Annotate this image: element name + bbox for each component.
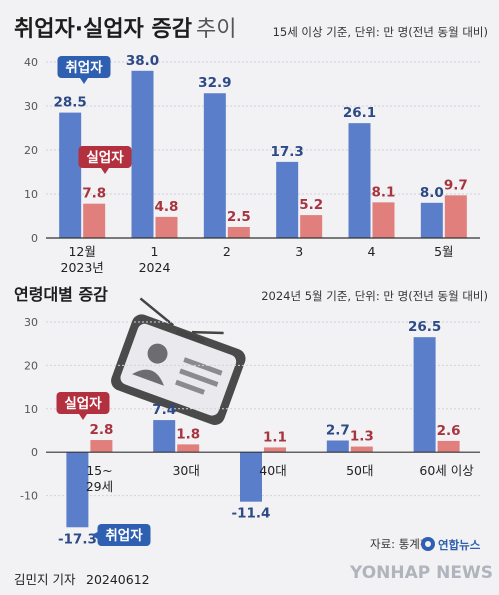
data-label-unemployed: 2.8	[89, 422, 113, 438]
y-tick-label: -10	[20, 490, 38, 503]
main-title-suffix: 추이	[196, 17, 236, 42]
data-label-employed: 28.5	[54, 95, 87, 111]
main-title: 취업자·실업자 증감	[14, 17, 192, 42]
y-tick-label: 0	[31, 446, 38, 459]
bar-unemployed	[350, 446, 373, 453]
data-label-employed: 2.7	[326, 422, 350, 438]
bar-unemployed	[372, 202, 395, 238]
data-label-employed: 8.0	[420, 185, 444, 201]
y-tick-label: 20	[24, 144, 38, 157]
data-label-unemployed: 4.8	[155, 199, 179, 215]
bar-employed	[240, 452, 262, 502]
publish-date: 20240612	[86, 572, 150, 587]
legend-unemployed-2-bg	[56, 392, 110, 414]
data-label-employed: 26.5	[408, 319, 441, 335]
category-label: 29세	[86, 479, 113, 494]
y-tick-label: 10	[24, 403, 38, 416]
category-label: 2024	[139, 260, 171, 275]
y-tick-label: 40	[24, 56, 38, 69]
bar-unemployed	[227, 227, 250, 238]
bar-unemployed	[300, 215, 323, 238]
category-label: 5월	[434, 244, 453, 259]
y-tick-label: 10	[24, 188, 38, 201]
data-label-unemployed: 8.1	[372, 184, 396, 200]
bar-employed	[131, 70, 154, 238]
data-label-unemployed: 2.5	[227, 209, 251, 225]
data-label-unemployed: 1.1	[263, 429, 287, 445]
chart2-unit-note: 2024년 5월 기준, 단위: 만 명(전년 동월 대비)	[261, 289, 488, 303]
bar-unemployed	[177, 444, 200, 453]
data-label-employed: 17.3	[271, 144, 304, 160]
category-label: 60세 이상	[419, 463, 474, 478]
bar-unemployed	[155, 216, 178, 238]
legend-unemployed-bg	[78, 146, 132, 168]
legend-employed-2-text: 취업자	[105, 528, 143, 544]
legend-employed-2: 취업자	[91, 524, 151, 546]
category-label: 40대	[259, 463, 286, 478]
category-label: 15~	[86, 463, 112, 478]
data-label-unemployed: 1.3	[350, 429, 374, 445]
chart1-employment-trend: 01020304028.57.812월2023년38.04.81202432.9…	[24, 53, 480, 275]
legend-employed-2-bg	[97, 524, 151, 546]
data-label-employed: 32.9	[198, 75, 231, 91]
legend-employed-2-pointer	[91, 532, 98, 539]
bar-employed	[66, 452, 89, 528]
y-tick-label: 30	[24, 316, 38, 329]
category-label: 2	[223, 244, 231, 259]
data-label-unemployed: 5.2	[299, 197, 323, 213]
category-label: 4	[368, 244, 376, 259]
bar-unemployed	[437, 440, 460, 453]
category-label: 1	[151, 244, 159, 259]
legend-employed-text: 취업자	[65, 60, 103, 76]
legend-unemployed-pointer	[101, 168, 109, 174]
bar-unemployed	[83, 203, 106, 238]
legend-employed-bg	[57, 56, 111, 78]
y-tick-label: 30	[24, 100, 38, 113]
data-label-employed: -17.3	[58, 531, 97, 547]
bar-unemployed	[90, 440, 113, 453]
data-label-unemployed: 7.8	[82, 186, 106, 202]
y-tick-label: 0	[31, 232, 38, 245]
data-label-unemployed: 1.8	[176, 426, 200, 442]
category-label: 3	[295, 244, 303, 259]
legend-employed: 취업자	[57, 56, 111, 84]
bar-employed	[153, 420, 176, 453]
data-label-unemployed: 9.7	[444, 177, 468, 193]
bar-employed	[420, 202, 443, 238]
bar-employed	[326, 440, 349, 453]
data-label-employed: 38.0	[126, 53, 159, 69]
yonhap-logo-icon	[421, 537, 435, 551]
source-note: 자료: 통계청	[370, 537, 430, 551]
legend-employed-pointer	[80, 78, 88, 84]
id-badge-icon	[111, 297, 246, 425]
bar-employed	[413, 337, 436, 453]
bar-employed	[348, 123, 371, 238]
author-credit: 김민지 기자	[14, 572, 76, 587]
category-label: 30대	[172, 463, 199, 478]
bar-employed	[276, 161, 299, 238]
data-label-unemployed: 2.6	[437, 423, 461, 439]
data-label-employed: 7.4	[152, 402, 176, 418]
legend-unemployed: 실업자	[78, 146, 132, 174]
watermark-text: YONHAP NEWS	[349, 563, 493, 583]
bar-unemployed	[444, 195, 467, 238]
section2-title: 연령대별 증감	[14, 285, 108, 304]
y-tick-label: 20	[24, 359, 38, 372]
data-label-employed: -11.4	[232, 506, 271, 522]
chart1-unit-note: 15세 이상 기준, 단위: 만 명(전년 동월 대비)	[273, 25, 488, 39]
bar-employed	[59, 112, 82, 238]
legend-unemployed-2-pointer	[79, 414, 87, 420]
category-label: 50대	[346, 463, 373, 478]
bar-employed	[203, 93, 226, 239]
category-label: 12월	[68, 244, 95, 259]
bar-unemployed	[264, 447, 286, 453]
data-label-employed: 26.1	[343, 105, 376, 121]
agency-name: 연합뉴스	[438, 538, 481, 552]
legend-unemployed-text: 실업자	[86, 150, 124, 166]
category-label: 2023년	[61, 260, 104, 275]
chart2-age-group: -10 0 10 20 30 -17.3 2.8 15~29세 7.41.8 30대 -11.4 1.…	[20, 316, 480, 547]
legend-unemployed-2: 실업자	[56, 392, 110, 420]
legend-unemployed-2-text: 실업자	[64, 396, 102, 412]
